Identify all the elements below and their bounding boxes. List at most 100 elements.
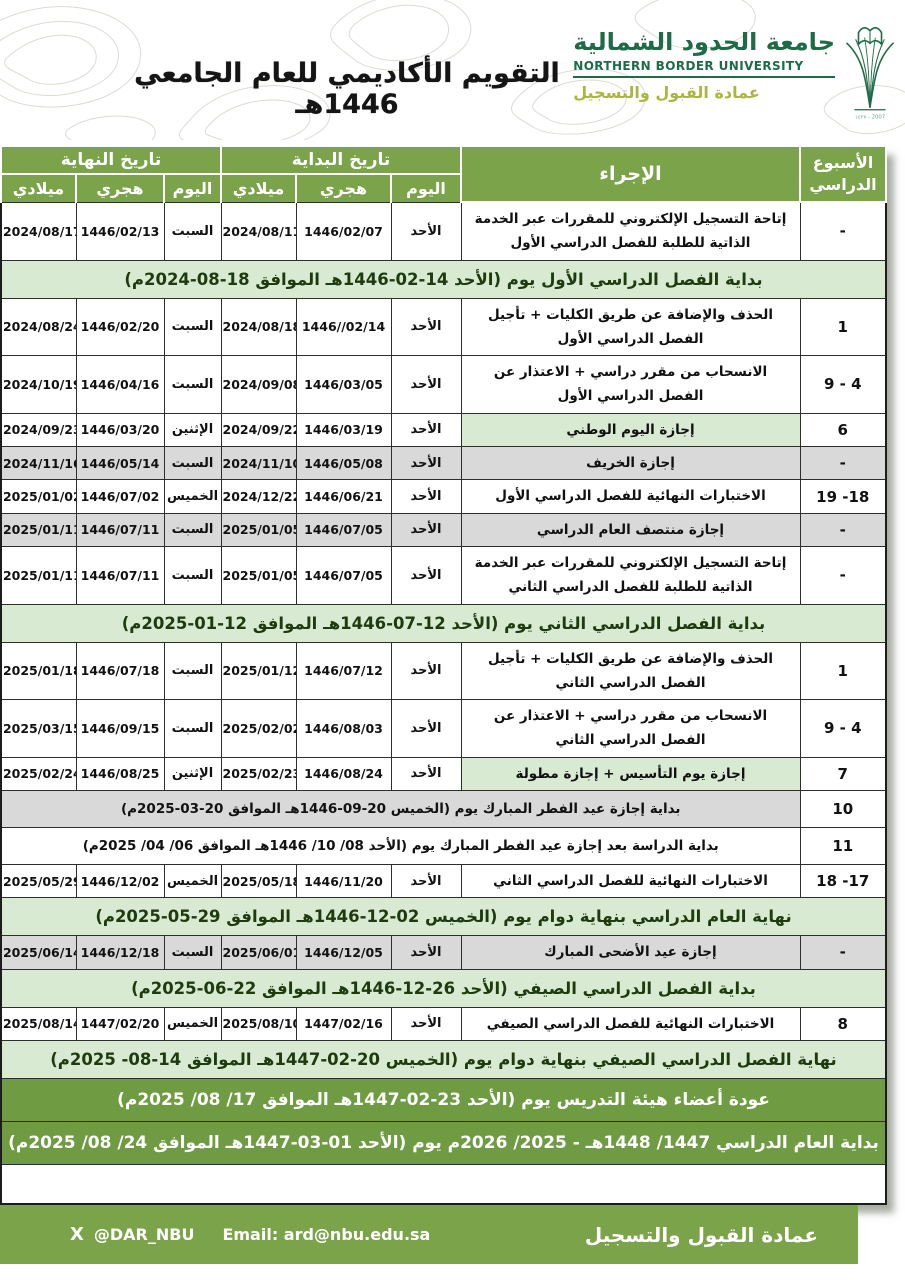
- week-cell: 7: [799, 756, 887, 792]
- end-day-cell: الإثنين: [163, 412, 222, 448]
- table-row: 10 بداية إجازة عيد الفطر المبارك يوم (الخ…: [0, 790, 887, 829]
- start-gregorian-cell: 2024/09/22: [220, 412, 297, 448]
- end-hijri-cell: 1446/04/16: [75, 355, 165, 414]
- empty-cell: [0, 1163, 887, 1205]
- footer-deanship: عمادة القبول والتسجيل: [584, 1222, 818, 1247]
- start-hijri-cell: 1446/08/03: [295, 699, 392, 758]
- table-row: - إتاحة التسجيل الإلكتروني للمقررات عبر ا…: [0, 201, 887, 261]
- start-day-cell: الأحد: [390, 412, 462, 448]
- procedure-cell: الاختبارات النهائية للفصل الدراسي الصيفي: [460, 1006, 801, 1041]
- table-row: 4 - 9 الانسحاب من مقرر دراسي + الاعتذار ع…: [0, 355, 887, 414]
- start-gregorian-cell: 2024/08/11: [220, 201, 297, 261]
- start-day-cell: الأحد: [390, 1006, 462, 1041]
- start-hijri-cell: 1446//02/14: [295, 297, 392, 357]
- procedure-cell: الحذف والإضافة عن طريق الكليات + تأجيل ا…: [460, 297, 801, 357]
- col-header-start-gregorian: ميلادي: [220, 173, 297, 203]
- academic-calendar-table-wrapper: الأسبوع الدراسي الإجراء تاريخ البداية تا…: [0, 145, 887, 1206]
- start-day-cell: الأحد: [390, 297, 462, 357]
- col-header-week: الأسبوع الدراسي: [799, 145, 887, 203]
- start-hijri-cell: 1446/03/19: [295, 412, 392, 448]
- week-cell: -: [799, 545, 887, 605]
- table-row: نهاية العام الدراسي بنهاية دوام يوم (الخ…: [0, 897, 887, 937]
- end-hijri-cell: 1447/02/20: [75, 1006, 165, 1041]
- start-day-cell: الأحد: [390, 479, 462, 514]
- week-cell: 1: [799, 641, 887, 701]
- section-banner-cell: بداية الفصل الدراسي الثاني يوم (الأحد 12…: [0, 603, 887, 643]
- end-day-cell: السبت: [163, 641, 222, 701]
- end-hijri-cell: 1446/07/02: [75, 479, 165, 514]
- start-hijri-cell: 1446/03/05: [295, 355, 392, 414]
- footer-bar: عمادة القبول والتسجيل X @DAR_NBU Email: …: [0, 1205, 858, 1264]
- page-header: التقويم الأكاديمي للعام الجامعي 1446هـ 2…: [0, 0, 905, 140]
- merged-note-cell: بداية الدراسة بعد إجازة عيد الفطر المبار…: [0, 827, 801, 866]
- table-row: بداية الفصل الدراسي الثاني يوم (الأحد 12…: [0, 603, 887, 643]
- procedure-cell: الانسحاب من مقرر دراسي + الاعتذار عن الف…: [460, 355, 801, 414]
- col-header-procedure: الإجراء: [460, 145, 801, 203]
- week-cell: 8: [799, 1006, 887, 1041]
- table-row: 18- 19 الاختبارات النهائية للفصل الدراسي …: [0, 479, 887, 514]
- week-cell: 6: [799, 412, 887, 448]
- end-day-cell: الخميس: [163, 479, 222, 514]
- section-banner-cell: بداية الفصل الدراسي الأول يوم (الأحد 14-…: [0, 259, 887, 299]
- week-cell: 10: [799, 790, 887, 829]
- procedure-cell: إجازة عيد الأضحى المبارك: [460, 935, 801, 970]
- section-banner-cell: بداية الفصل الدراسي الصيفي (الأحد 26-12-…: [0, 968, 887, 1008]
- university-name-arabic: جامعة الحدود الشمالية: [573, 28, 835, 56]
- start-gregorian-cell: 2025/02/23: [220, 756, 297, 792]
- academic-calendar-table: الأسبوع الدراسي الإجراء تاريخ البداية تا…: [0, 145, 887, 1206]
- col-header-start-day: اليوم: [390, 173, 462, 203]
- deanship-name: عمادة القبول والتسجيل: [573, 82, 760, 102]
- table-row: عودة أعضاء هيئة التدريس يوم (الأحد 23-02…: [0, 1077, 887, 1122]
- table-row: 1 الحذف والإضافة عن طريق الكليات + تأجيل …: [0, 297, 887, 357]
- section-banner-cell: نهاية العام الدراسي بنهاية دوام يوم (الخ…: [0, 897, 887, 937]
- procedure-cell: إجازة الخريف: [460, 446, 801, 481]
- start-hijri-cell: 1447/02/16: [295, 1006, 392, 1041]
- end-gregorian-cell: 2025/01/11: [0, 545, 77, 605]
- table-row: 4 - 9 الانسحاب من مقرر دراسي + الاعتذار ع…: [0, 699, 887, 758]
- procedure-cell: إجازة اليوم الوطني: [460, 412, 801, 448]
- section-banner-cell: نهاية الفصل الدراسي الصيفي بنهاية دوام ي…: [0, 1039, 887, 1079]
- start-gregorian-cell: 2024/12/22: [220, 479, 297, 514]
- week-cell: 11: [799, 827, 887, 866]
- table-row: 7 إجازة يوم التأسيس + إجازة مطولة الأحد 144…: [0, 756, 887, 792]
- end-day-cell: السبت: [163, 545, 222, 605]
- week-cell: -: [799, 201, 887, 261]
- col-header-end-hijri: هجري: [75, 173, 165, 203]
- end-day-cell: السبت: [163, 935, 222, 970]
- end-day-cell: السبت: [163, 201, 222, 261]
- end-gregorian-cell: 2025/05/29: [0, 864, 77, 899]
- table-row: - إجازة عيد الأضحى المبارك الأحد 1446/12/05…: [0, 935, 887, 970]
- start-day-cell: الأحد: [390, 446, 462, 481]
- procedure-cell: إتاحة التسجيل الإلكتروني للمقررات عبر ال…: [460, 201, 801, 261]
- start-gregorian-cell: 2024/09/08: [220, 355, 297, 414]
- start-day-cell: الأحد: [390, 756, 462, 792]
- end-day-cell: السبت: [163, 446, 222, 481]
- university-logo: 2007 - ١٤٢٨ جامعة الحدود الشمالية NORTHE…: [573, 10, 901, 128]
- procedure-cell: الاختبارات النهائية للفصل الدراسي الثاني: [460, 864, 801, 899]
- procedure-cell: إجازة يوم التأسيس + إجازة مطولة: [460, 756, 801, 792]
- start-day-cell: الأحد: [390, 935, 462, 970]
- table-row: 8 الاختبارات النهائية للفصل الدراسي الصيف…: [0, 1006, 887, 1041]
- start-gregorian-cell: 2024/11/10: [220, 446, 297, 481]
- start-hijri-cell: 1446/02/07: [295, 201, 392, 261]
- start-hijri-cell: 1446/07/05: [295, 512, 392, 547]
- start-day-cell: الأحد: [390, 201, 462, 261]
- procedure-cell: إجازة منتصف العام الدراسي: [460, 512, 801, 547]
- start-gregorian-cell: 2025/05/18: [220, 864, 297, 899]
- end-day-cell: السبت: [163, 355, 222, 414]
- end-hijri-cell: 1446/07/11: [75, 512, 165, 547]
- start-hijri-cell: 1446/07/12: [295, 641, 392, 701]
- procedure-cell: إتاحة التسجيل الإلكتروني للمقررات عبر ال…: [460, 545, 801, 605]
- x-handle: @DAR_NBU: [93, 1225, 195, 1244]
- start-gregorian-cell: 2025/01/12: [220, 641, 297, 701]
- x-logo-icon: X: [70, 1224, 84, 1245]
- end-gregorian-cell: 2025/06/14: [0, 935, 77, 970]
- start-hijri-cell: 1446/11/20: [295, 864, 392, 899]
- start-gregorian-cell: 2025/02/02: [220, 699, 297, 758]
- table-row: [0, 1163, 887, 1205]
- page-title: التقويم الأكاديمي للعام الجامعي 1446هـ: [134, 58, 560, 121]
- header-row-groups: الأسبوع الدراسي الإجراء تاريخ البداية تا…: [0, 145, 887, 203]
- footer-contact: X @DAR_NBU Email: ard@nbu.edu.sa: [70, 1224, 430, 1245]
- end-gregorian-cell: 2024/10/19: [0, 355, 77, 414]
- end-hijri-cell: 1446/07/18: [75, 641, 165, 701]
